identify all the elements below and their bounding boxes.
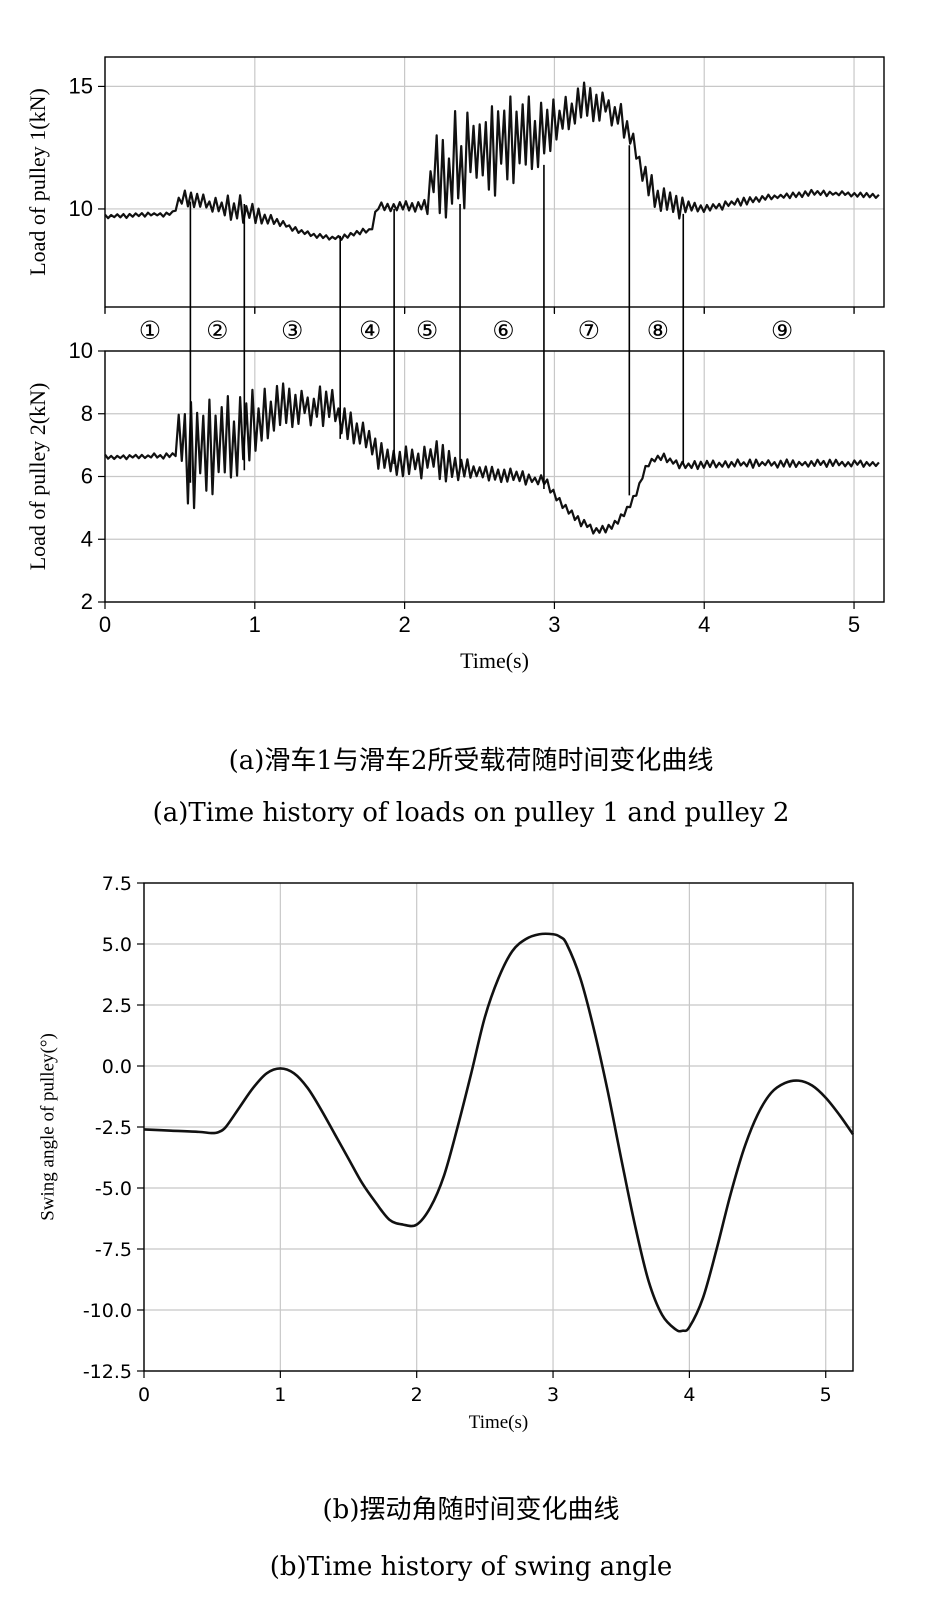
y-tick-label: 10 xyxy=(69,196,93,221)
stage-label-2: ② xyxy=(206,316,228,345)
series-line-pulley1 xyxy=(104,81,880,241)
stage-label-8: ⑧ xyxy=(647,316,669,345)
y-tick-label: 4 xyxy=(81,526,93,551)
x-tick-label: 2 xyxy=(411,1384,423,1406)
y-tick-label: 2.5 xyxy=(102,995,132,1017)
y-tick-label: -12.5 xyxy=(83,1361,132,1383)
y-tick-label: 10 xyxy=(69,338,93,363)
y-tick-label: 2 xyxy=(81,589,93,614)
stage-label-6: ⑥ xyxy=(492,316,514,345)
y-axis-label: Load of pulley 1(kN) xyxy=(25,88,50,276)
y-tick-label: 15 xyxy=(69,73,93,98)
series-line-pulley2 xyxy=(104,382,880,535)
chart-pulley2-load: 0 1 2 3 4 5 2 4 6 8 10 Load of pulley 2(kN) Time(s) xyxy=(25,338,885,673)
x-tick-label: 3 xyxy=(547,1384,559,1406)
chart-pulley1-load: 10 15 Load of pulley 1(kN) xyxy=(25,56,885,314)
x-tick-label: 4 xyxy=(698,612,710,637)
x-tick-label: 3 xyxy=(548,612,560,637)
caption-b-cn: (b)摆动角随时间变化曲线 xyxy=(323,1495,620,1525)
x-tick-label: 4 xyxy=(683,1384,695,1406)
stage-label-9: ⑨ xyxy=(771,316,793,345)
y-tick-label: -10.0 xyxy=(83,1300,132,1322)
x-tick-label: 0 xyxy=(138,1384,150,1406)
y-tick-label: -7.5 xyxy=(95,1239,132,1261)
x-tick-label: 0 xyxy=(99,612,111,637)
y-tick-label: 6 xyxy=(81,464,93,489)
x-axis-label: Time(s) xyxy=(469,1412,528,1433)
stage-label-3: ③ xyxy=(281,316,303,345)
y-tick-label: 0.0 xyxy=(102,1056,132,1078)
y-tick-label: 8 xyxy=(81,401,93,426)
y-tick-label: 5.0 xyxy=(102,934,132,956)
stage-markers: ① ② ③ ④ ⑤ ⑥ ⑦ ⑧ ⑨ xyxy=(104,145,855,496)
x-tick-label: 2 xyxy=(398,612,410,637)
y-tick-label: -5.0 xyxy=(95,1178,132,1200)
caption-a-cn: (a)滑车1与滑车2所受载荷随时间变化曲线 xyxy=(229,746,714,776)
y-axis-label: Load of pulley 2(kN) xyxy=(25,383,50,571)
x-tick-label: 5 xyxy=(848,612,860,637)
x-tick-label: 1 xyxy=(249,612,261,637)
stage-label-5: ⑤ xyxy=(416,316,438,345)
x-axis-label: Time(s) xyxy=(460,648,529,673)
stage-label-1: ① xyxy=(139,316,161,345)
plot-frame xyxy=(104,56,885,308)
caption-b-en: (b)Time history of swing angle xyxy=(270,1552,672,1582)
y-tick-label: 7.5 xyxy=(102,873,132,895)
plot-frame xyxy=(143,882,854,1372)
stage-label-7: ⑦ xyxy=(578,316,600,345)
caption-a-en: (a)Time history of loads on pulley 1 and… xyxy=(153,798,790,828)
series-line-swing xyxy=(143,932,855,1333)
y-tick-label: -2.5 xyxy=(95,1117,132,1139)
x-tick-label: 5 xyxy=(820,1384,832,1406)
stage-label-4: ④ xyxy=(359,316,381,345)
y-axis-label: Swing angle of pulley(°) xyxy=(37,1033,58,1221)
x-tick-label: 1 xyxy=(274,1384,286,1406)
chart-swing-angle: 0 1 2 3 4 5 -12.5 -10.0 -7.5 -5.0 -2.5 0.0 2.5 5.0 7.5… xyxy=(37,873,855,1433)
plot-frame xyxy=(104,350,885,603)
